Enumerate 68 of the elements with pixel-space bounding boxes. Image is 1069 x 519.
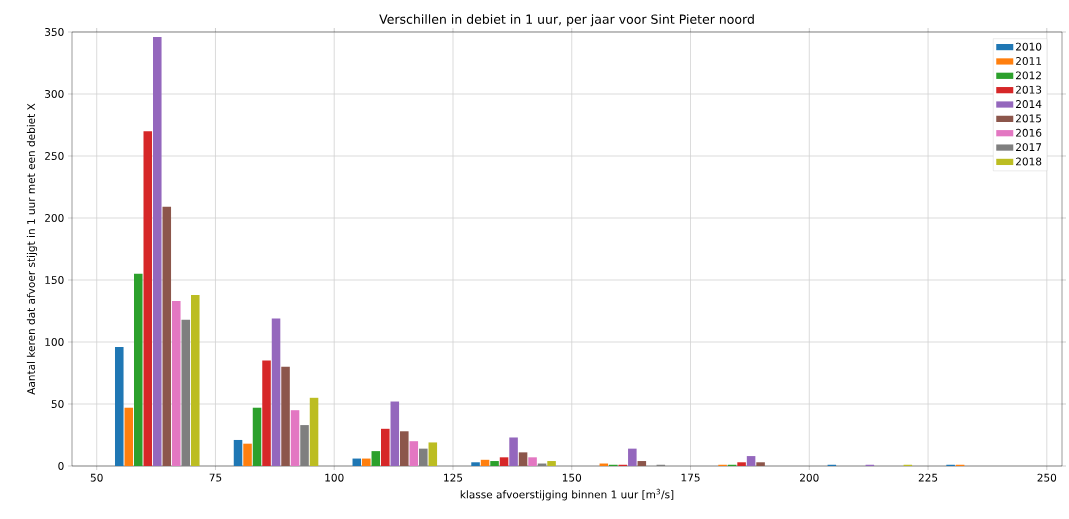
legend-label: 2011 [1016,57,1042,65]
bar [390,401,400,466]
bar [471,462,480,466]
bar [381,428,390,466]
bar [637,461,647,466]
bar [499,457,509,466]
x-tick-label: 250 [1037,473,1057,482]
y-tick-label: 0 [58,462,64,470]
bar [362,458,371,466]
bar [191,294,200,466]
bar [281,366,290,466]
bar [547,461,556,466]
y-tick-label: 250 [45,152,64,160]
x-tick-label: 175 [681,473,700,482]
chart-title: Verschillen in debiet in 1 uur, per jaar voor Sint Pieter noord [379,14,754,27]
x-tick-label: 150 [562,473,582,482]
x-tick-label: 100 [325,473,344,482]
bar [746,456,756,466]
legend-label: 2010 [1016,42,1042,51]
y-tick-label: 50 [51,400,64,408]
bar [371,451,381,466]
bar [518,452,528,466]
bar [737,462,746,466]
legend-label: 2017 [1016,143,1042,152]
bar [480,459,490,466]
y-axis-title: Aantal keren dat afvoer stijgt in 1 uur met een debiet X [26,103,38,395]
bar [243,443,252,466]
bar [419,448,428,466]
y-tick-label: 150 [45,276,64,284]
y-tick-label: 200 [45,214,64,222]
legend-label: 2013 [1016,85,1042,94]
legend-label: 2015 [1016,114,1042,123]
bar [756,462,765,466]
bar [252,407,262,466]
bar [428,442,438,466]
y-tick-label: 350 [45,28,64,36]
legend-label: 2016 [1016,128,1042,137]
bar [400,431,409,466]
y-tick-label: 300 [45,90,64,98]
bar [309,397,319,466]
x-tick-label: 125 [444,473,463,482]
bar [490,461,499,466]
bar [290,410,300,466]
x-tick-label: 50 [90,473,103,482]
bar [153,36,162,466]
x-tick-label: 200 [800,473,819,482]
bar [162,206,172,466]
legend-label: 2012 [1016,71,1041,80]
bar [143,131,153,466]
bar [134,273,143,466]
y-tick-label: 100 [45,338,64,346]
x-tick-label: 225 [918,473,938,482]
legend-label: 2018 [1016,157,1042,166]
x-axis-title: klasse afvoerstijging binnen 1 uur [m$^{3}$/s] [460,488,674,501]
bar [628,448,637,466]
bar [114,346,124,466]
bar [262,360,271,466]
bar [181,319,191,466]
bar [409,441,419,466]
bar [124,407,134,466]
bar [172,301,181,466]
bar [300,425,309,466]
x-tick-label: 75 [209,473,222,482]
bar [233,439,243,466]
bar [509,437,518,466]
legend-label: 2014 [1016,100,1042,109]
bar [528,457,537,466]
bar [271,318,281,466]
